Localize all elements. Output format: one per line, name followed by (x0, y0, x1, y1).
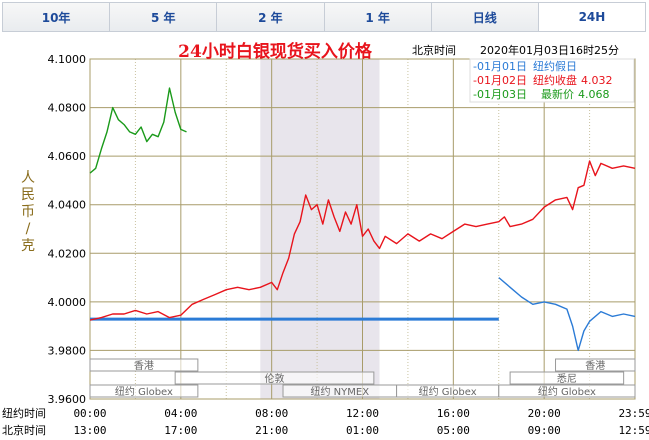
session-box (498, 384, 636, 398)
x-tick-label-newyork: 08:00 (255, 407, 288, 420)
x-tick-label-beijing: 09:00 (528, 424, 561, 437)
tab-2-year[interactable]: 2 年 (217, 3, 325, 31)
x-row-label-newyork: 纽约时间 (2, 406, 46, 420)
x-tick-label-beijing: 17:00 (164, 424, 197, 437)
x-tick-label-beijing: 21:00 (255, 424, 288, 437)
range-tabs: 10年 5 年 2 年 1 年 日线 24H (2, 2, 646, 32)
session-label: 纽约 Globex (419, 385, 477, 398)
legend-entry-jan03: -01月03日 最新价 4.068 (473, 87, 609, 101)
shaded-session-band (260, 59, 380, 399)
price-series-line-3 (498, 277, 636, 352)
y-tick-label: 3.9600 (48, 393, 87, 406)
legend-entry-jan01: -01月01日 纽约假日 (473, 59, 577, 73)
y-tick-label: 4.0200 (48, 247, 87, 260)
tab-10-year[interactable]: 10年 (3, 3, 111, 31)
price-series-line-1 (89, 160, 636, 321)
y-tick-label: 4.0800 (48, 102, 87, 115)
tab-daily[interactable]: 日线 (431, 3, 539, 31)
timestamp-label: 北京时间 (412, 43, 456, 57)
timestamp-value: 2020年01月03日16时25分 (480, 43, 619, 57)
y-tick-label: 4.0000 (48, 296, 87, 309)
tab-1-year[interactable]: 1 年 (324, 3, 432, 31)
y-tick-label: 4.0400 (48, 199, 87, 212)
session-box (89, 358, 199, 372)
session-label: 伦敦 (265, 372, 285, 385)
y-axis-label: 人民币/克 (21, 170, 35, 254)
y-tick-label: 4.0600 (48, 150, 87, 163)
session-box (509, 371, 625, 385)
session-label: 香港 (134, 360, 154, 372)
session-box (89, 384, 199, 398)
x-tick-label-beijing: 12:59 (618, 424, 649, 437)
session-label: 纽约 Globex (538, 385, 596, 398)
chart-title: 24小时白银现货买入价格 (178, 41, 373, 62)
session-box (555, 358, 636, 372)
x-tick-label-newyork: 12:00 (346, 407, 379, 420)
legend: -01月01日 纽约假日 -01月02日 纽约收盘 4.032 -01月03日 最新价 4… (469, 58, 635, 103)
x-tick-label-beijing: 13:00 (73, 424, 106, 437)
x-tick-label-newyork: 00:00 (73, 407, 106, 420)
legend-entry-jan02: -01月02日 纽约收盘 4.032 (473, 73, 612, 87)
session-label: 悉尼 (557, 373, 577, 385)
x-tick-label-beijing: 05:00 (437, 424, 470, 437)
x-tick-label-newyork: 23:59 (618, 407, 649, 420)
x-row-label-beijing: 北京时间 (2, 423, 46, 437)
session-label: 纽约 Globex (115, 385, 173, 398)
price-series-line-2 (89, 87, 187, 174)
y-tick-label: 3.9800 (48, 344, 87, 357)
x-tick-label-newyork: 04:00 (164, 407, 197, 420)
y-tick-label: 4.1000 (48, 53, 87, 66)
session-label: 香港 (585, 360, 605, 372)
session-box (174, 371, 375, 385)
x-tick-label-beijing: 01:00 (346, 424, 379, 437)
session-label: 纽约 NYMEX (311, 385, 370, 398)
tab-24h[interactable]: 24H (538, 3, 646, 31)
x-tick-label-newyork: 16:00 (437, 407, 470, 420)
tab-5-year[interactable]: 5 年 (110, 3, 218, 31)
x-tick-label-newyork: 20:00 (528, 407, 561, 420)
